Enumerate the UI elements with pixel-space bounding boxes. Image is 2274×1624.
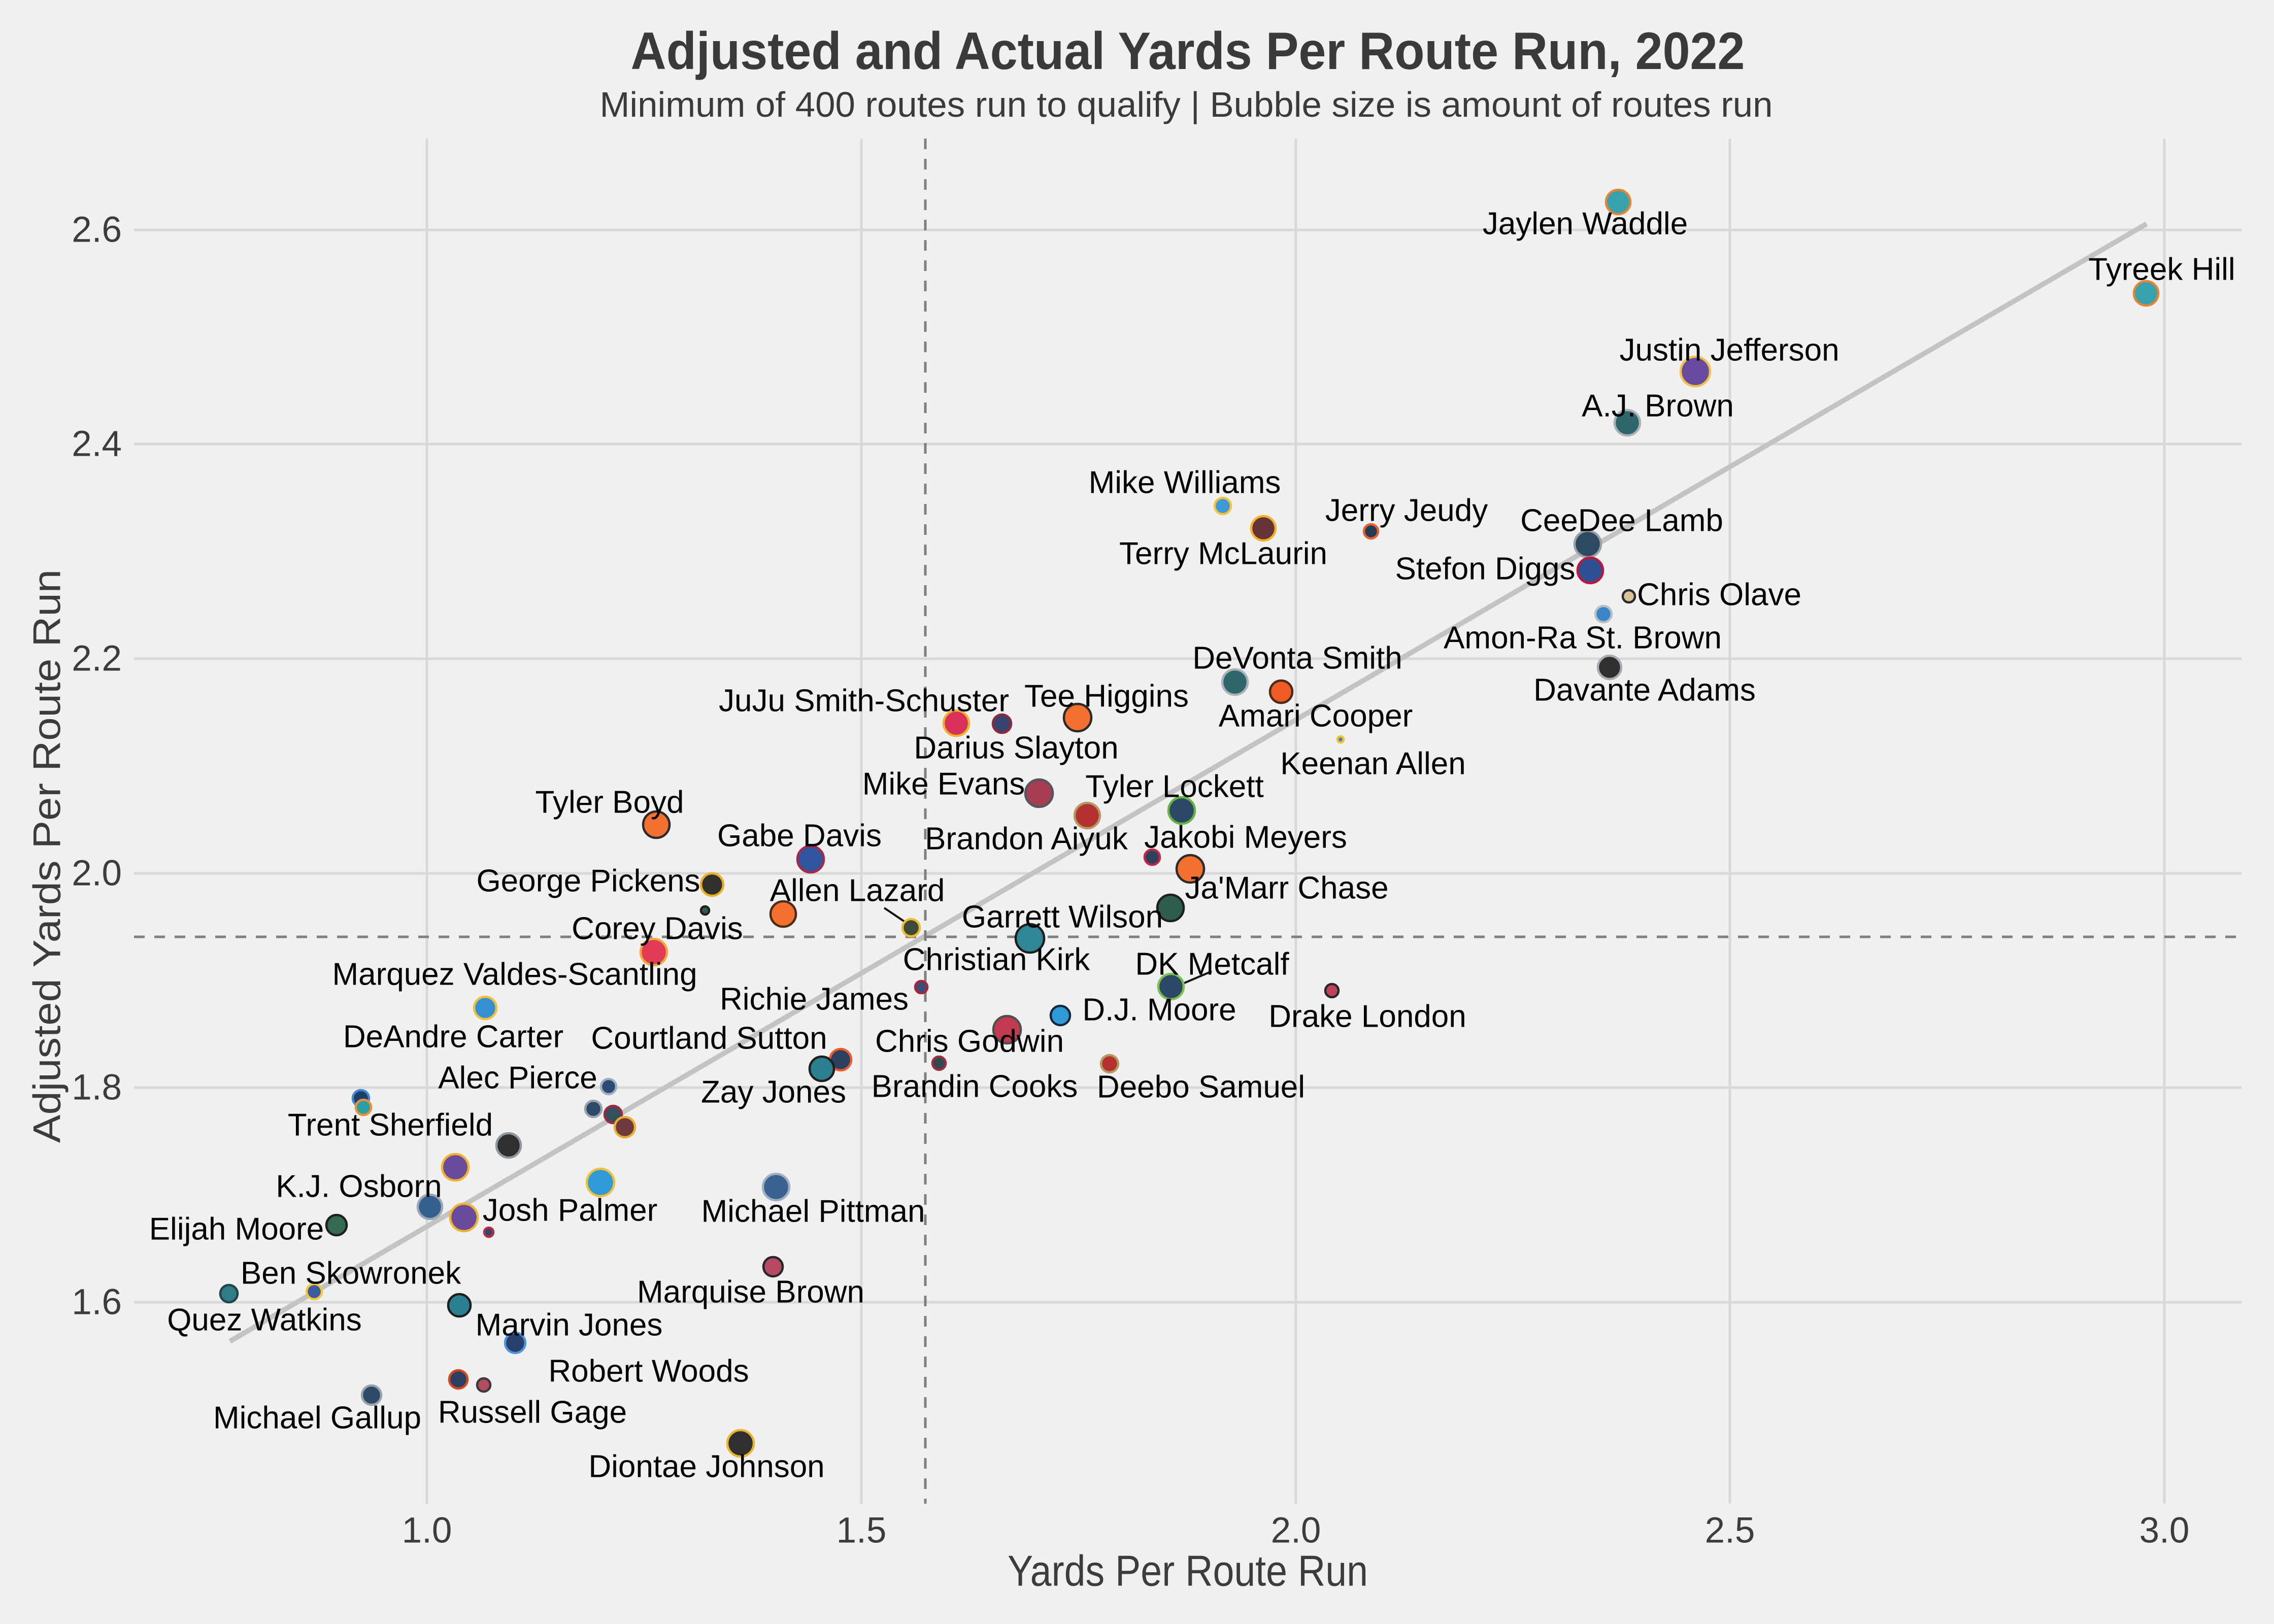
svg-text:Chris Godwin: Chris Godwin bbox=[875, 1024, 1064, 1059]
svg-text:2.5: 2.5 bbox=[1705, 1511, 1755, 1551]
svg-text:Brandon Aiyuk: Brandon Aiyuk bbox=[925, 822, 1128, 857]
svg-text:Tyler Boyd: Tyler Boyd bbox=[536, 785, 684, 820]
svg-text:Keenan Allen: Keenan Allen bbox=[1280, 747, 1465, 782]
svg-text:Richie James: Richie James bbox=[720, 982, 909, 1017]
svg-text:Tyler Lockett: Tyler Lockett bbox=[1085, 769, 1263, 804]
svg-text:Chris Olave: Chris Olave bbox=[1637, 578, 1801, 613]
svg-text:Drake London: Drake London bbox=[1268, 999, 1466, 1034]
svg-text:DK Metcalf: DK Metcalf bbox=[1135, 947, 1289, 982]
svg-text:Jaylen Waddle: Jaylen Waddle bbox=[1483, 207, 1688, 242]
svg-text:Deebo Samuel: Deebo Samuel bbox=[1097, 1070, 1305, 1105]
svg-text:Jakobi Meyers: Jakobi Meyers bbox=[1144, 820, 1347, 855]
svg-text:George Pickens: George Pickens bbox=[476, 864, 700, 899]
svg-text:Davante Adams: Davante Adams bbox=[1533, 673, 1756, 708]
svg-text:Diontae Johnson: Diontae Johnson bbox=[588, 1449, 824, 1484]
svg-text:DeAndre Carter: DeAndre Carter bbox=[343, 1020, 563, 1055]
svg-text:Courtland Sutton: Courtland Sutton bbox=[591, 1021, 827, 1056]
svg-text:Darius Slayton: Darius Slayton bbox=[914, 731, 1118, 766]
svg-text:A.J. Brown: A.J. Brown bbox=[1582, 389, 1734, 424]
svg-text:Gabe Davis: Gabe Davis bbox=[717, 819, 882, 854]
svg-text:2.2: 2.2 bbox=[72, 639, 122, 679]
svg-text:Zay Jones: Zay Jones bbox=[701, 1075, 846, 1110]
svg-text:Amon-Ra St. Brown: Amon-Ra St. Brown bbox=[1444, 621, 1722, 656]
svg-text:3.0: 3.0 bbox=[2139, 1511, 2190, 1551]
svg-text:JuJu Smith-Schuster: JuJu Smith-Schuster bbox=[719, 684, 1009, 719]
svg-text:Michael Pittman: Michael Pittman bbox=[701, 1194, 925, 1229]
svg-text:Terry McLaurin: Terry McLaurin bbox=[1119, 536, 1327, 571]
svg-text:Adjusted Yards Per Route Run: Adjusted Yards Per Route Run bbox=[26, 569, 69, 1143]
svg-text:1.5: 1.5 bbox=[837, 1511, 887, 1551]
svg-text:Tyreek Hill: Tyreek Hill bbox=[2088, 252, 2235, 287]
svg-text:Alec Pierce: Alec Pierce bbox=[438, 1061, 597, 1096]
svg-text:DeVonta Smith: DeVonta Smith bbox=[1192, 641, 1402, 676]
svg-text:Michael Gallup: Michael Gallup bbox=[213, 1401, 421, 1436]
svg-text:2.6: 2.6 bbox=[72, 210, 122, 250]
svg-text:Elijah Moore: Elijah Moore bbox=[149, 1212, 324, 1247]
svg-text:Amari Cooper: Amari Cooper bbox=[1219, 699, 1413, 734]
svg-text:Christian Kirk: Christian Kirk bbox=[903, 942, 1091, 977]
svg-text:Quez Watkins: Quez Watkins bbox=[167, 1303, 362, 1338]
svg-text:Josh Palmer: Josh Palmer bbox=[483, 1193, 658, 1228]
svg-text:Jerry Jeudy: Jerry Jeudy bbox=[1325, 493, 1488, 528]
svg-text:Adjusted and Actual Yards Per: Adjusted and Actual Yards Per Route Run,… bbox=[631, 22, 1745, 81]
svg-text:2.0: 2.0 bbox=[1271, 1511, 1321, 1551]
svg-text:Russell Gage: Russell Gage bbox=[438, 1395, 627, 1430]
svg-text:Marquise Brown: Marquise Brown bbox=[637, 1275, 864, 1310]
svg-text:Mike Williams: Mike Williams bbox=[1089, 465, 1281, 500]
svg-text:Corey Davis: Corey Davis bbox=[572, 911, 743, 946]
svg-text:Yards Per Route Run: Yards Per Route Run bbox=[1008, 1547, 1368, 1596]
svg-text:CeeDee Lamb: CeeDee Lamb bbox=[1520, 503, 1723, 538]
svg-text:Trent Sherfield: Trent Sherfield bbox=[288, 1108, 493, 1143]
svg-text:Mike Evans: Mike Evans bbox=[862, 767, 1025, 802]
svg-text:Ben Skowronek: Ben Skowronek bbox=[241, 1256, 461, 1291]
svg-text:2.0: 2.0 bbox=[72, 854, 122, 894]
svg-text:Garrett Wilson: Garrett Wilson bbox=[962, 900, 1163, 935]
svg-text:K.J. Osborn: K.J. Osborn bbox=[276, 1169, 442, 1204]
svg-text:Brandin Cooks: Brandin Cooks bbox=[872, 1069, 1078, 1104]
svg-text:Allen Lazard: Allen Lazard bbox=[770, 873, 945, 908]
svg-text:Stefon Diggs: Stefon Diggs bbox=[1395, 552, 1576, 587]
svg-text:D.J. Moore: D.J. Moore bbox=[1082, 993, 1236, 1028]
svg-text:1.0: 1.0 bbox=[402, 1511, 452, 1551]
svg-text:Marquez Valdes-Scantling: Marquez Valdes-Scantling bbox=[332, 957, 697, 992]
svg-text:1.8: 1.8 bbox=[72, 1068, 122, 1108]
svg-text:Justin Jefferson: Justin Jefferson bbox=[1619, 333, 1839, 368]
svg-text:2.4: 2.4 bbox=[72, 424, 122, 464]
svg-text:Ja'Marr Chase: Ja'Marr Chase bbox=[1185, 871, 1388, 906]
svg-text:Robert Woods: Robert Woods bbox=[548, 1354, 749, 1389]
svg-text:Tee Higgins: Tee Higgins bbox=[1024, 679, 1189, 714]
svg-text:Marvin Jones: Marvin Jones bbox=[476, 1308, 663, 1343]
svg-text:Minimum of 400 routes run to q: Minimum of 400 routes run to qualify | B… bbox=[600, 85, 1773, 124]
svg-text:1.6: 1.6 bbox=[72, 1282, 122, 1323]
